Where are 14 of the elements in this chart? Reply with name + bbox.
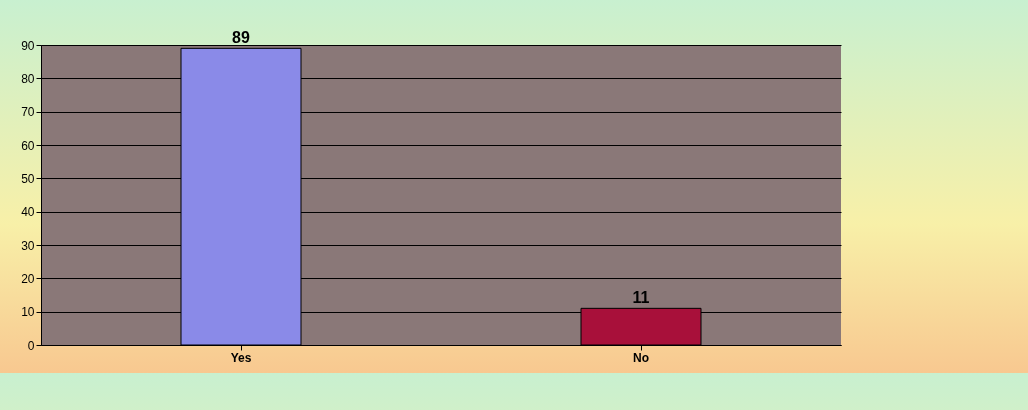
y-tick-label: 10 (21, 305, 35, 320)
y-tick-label: 90 (21, 38, 35, 53)
y-tick-label: 20 (21, 271, 35, 286)
data-label: 11 (632, 289, 650, 307)
y-tick-label: 70 (21, 105, 35, 120)
x-tick-label: No (633, 350, 649, 365)
y-tick-label: 50 (21, 171, 35, 186)
y-tick-label: 30 (21, 238, 35, 253)
y-tick-label: 0 (27, 338, 35, 353)
x-tick-label: Yes (230, 350, 252, 365)
y-tick-label: 60 (21, 138, 35, 153)
data-label: 89 (232, 29, 250, 47)
y-tick-label: 80 (21, 71, 35, 86)
y-tick-label: 40 (21, 205, 35, 220)
